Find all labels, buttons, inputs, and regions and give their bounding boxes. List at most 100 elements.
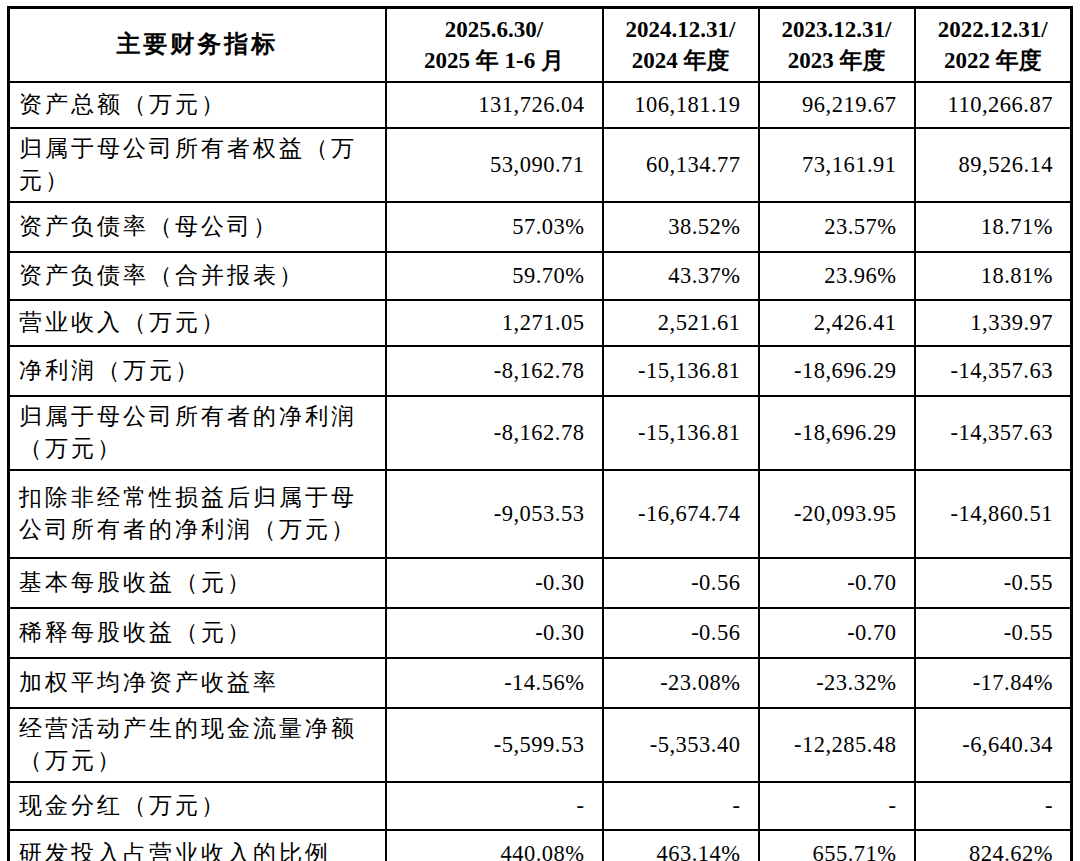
cell-value: -0.30 xyxy=(386,558,603,608)
cell-value: -18,696.29 xyxy=(759,346,915,396)
cell-value: - xyxy=(915,782,1072,830)
period-date: 2023.12.31/ xyxy=(762,14,912,45)
cell-value: 23.57% xyxy=(759,202,915,252)
cell-value: -8,162.78 xyxy=(386,346,603,396)
table-row-operating-cash-flow: 经营活动产生的现金流量净额（万元） -5,599.53 -5,353.40 -1… xyxy=(9,708,1072,782)
cell-value: -12,285.48 xyxy=(759,708,915,782)
cell-value: -5,353.40 xyxy=(603,708,759,782)
period-header-cell-2022: 2022.12.31/ 2022 年度 xyxy=(915,8,1072,82)
row-label: 加权平均净资产收益率 xyxy=(9,658,386,708)
cell-value: 131,726.04 xyxy=(386,82,603,128)
period-name: 2025 年 1-6 月 xyxy=(389,45,600,76)
cell-value: -0.30 xyxy=(386,608,603,658)
cell-value: 824.62% xyxy=(915,830,1072,861)
cell-value: -0.56 xyxy=(603,608,759,658)
cell-value: 2,426.41 xyxy=(759,300,915,346)
cell-value: 18.71% xyxy=(915,202,1072,252)
financial-indicators-table: 主要财务指标 2025.6.30/ 2025 年 1-6 月 2024.12.3… xyxy=(7,6,1073,861)
cell-value: 440.08% xyxy=(386,830,603,861)
cell-value: - xyxy=(759,782,915,830)
cell-value: 57.03% xyxy=(386,202,603,252)
period-header-cell-2023: 2023.12.31/ 2023 年度 xyxy=(759,8,915,82)
cell-value: -6,640.34 xyxy=(915,708,1072,782)
cell-value: 59.70% xyxy=(386,252,603,300)
row-label: 归属于母公司所有者的净利润（万元） xyxy=(9,396,386,470)
header-row: 主要财务指标 2025.6.30/ 2025 年 1-6 月 2024.12.3… xyxy=(9,8,1072,82)
table-row-total-assets: 资产总额（万元） 131,726.04 106,181.19 96,219.67… xyxy=(9,82,1072,128)
cell-value: 110,266.87 xyxy=(915,82,1072,128)
cell-value: - xyxy=(603,782,759,830)
row-label: 资产负债率（母公司） xyxy=(9,202,386,252)
period-header-cell-2024: 2024.12.31/ 2024 年度 xyxy=(603,8,759,82)
cell-value: 53,090.71 xyxy=(386,128,603,202)
table-row-debt-ratio-consolidated: 资产负债率（合并报表） 59.70% 43.37% 23.96% 18.81% xyxy=(9,252,1072,300)
row-label: 经营活动产生的现金流量净额（万元） xyxy=(9,708,386,782)
cell-value: -0.55 xyxy=(915,608,1072,658)
table-row-diluted-eps: 稀释每股收益（元） -0.30 -0.56 -0.70 -0.55 xyxy=(9,608,1072,658)
period-name: 2024 年度 xyxy=(606,45,756,76)
cell-value: -15,136.81 xyxy=(603,346,759,396)
table-row-revenue: 营业收入（万元） 1,271.05 2,521.61 2,426.41 1,33… xyxy=(9,300,1072,346)
period-header-cell-2025: 2025.6.30/ 2025 年 1-6 月 xyxy=(386,8,603,82)
period-date: 2022.12.31/ xyxy=(918,14,1069,45)
cell-value: -17.84% xyxy=(915,658,1072,708)
financial-report-page: 主要财务指标 2025.6.30/ 2025 年 1-6 月 2024.12.3… xyxy=(0,0,1080,861)
cell-value: -8,162.78 xyxy=(386,396,603,470)
row-label: 基本每股收益（元） xyxy=(9,558,386,608)
cell-value: -23.08% xyxy=(603,658,759,708)
cell-value: -16,674.74 xyxy=(603,470,759,558)
cell-value: -14,860.51 xyxy=(915,470,1072,558)
cell-value: -20,093.95 xyxy=(759,470,915,558)
cell-value: - xyxy=(386,782,603,830)
cell-value: 23.96% xyxy=(759,252,915,300)
row-label: 资产负债率（合并报表） xyxy=(9,252,386,300)
table-row-net-profit-parent: 归属于母公司所有者的净利润（万元） -8,162.78 -15,136.81 -… xyxy=(9,396,1072,470)
cell-value: 38.52% xyxy=(603,202,759,252)
cell-value: 463.14% xyxy=(603,830,759,861)
cell-value: -0.56 xyxy=(603,558,759,608)
table-row-cash-dividend: 现金分红（万元） - - - - xyxy=(9,782,1072,830)
cell-value: -5,599.53 xyxy=(386,708,603,782)
cell-value: 96,219.67 xyxy=(759,82,915,128)
row-label: 研发投入占营业收入的比例 xyxy=(9,830,386,861)
cell-value: -18,696.29 xyxy=(759,396,915,470)
cell-value: -14,357.63 xyxy=(915,396,1072,470)
row-label: 扣除非经常性损益后归属于母公司所有者的净利润（万元） xyxy=(9,470,386,558)
cell-value: -23.32% xyxy=(759,658,915,708)
cell-value: 43.37% xyxy=(603,252,759,300)
period-name: 2023 年度 xyxy=(762,45,912,76)
cell-value: -0.70 xyxy=(759,558,915,608)
period-name: 2022 年度 xyxy=(918,45,1069,76)
table-row-net-profit: 净利润（万元） -8,162.78 -15,136.81 -18,696.29 … xyxy=(9,346,1072,396)
cell-value: 1,271.05 xyxy=(386,300,603,346)
indicator-header-cell: 主要财务指标 xyxy=(9,8,386,82)
cell-value: -15,136.81 xyxy=(603,396,759,470)
table-row-parent-equity: 归属于母公司所有者权益（万元） 53,090.71 60,134.77 73,1… xyxy=(9,128,1072,202)
cell-value: 655.71% xyxy=(759,830,915,861)
row-label: 资产总额（万元） xyxy=(9,82,386,128)
cell-value: -14,357.63 xyxy=(915,346,1072,396)
table-row-net-profit-excl-nonrecurring: 扣除非经常性损益后归属于母公司所有者的净利润（万元） -9,053.53 -16… xyxy=(9,470,1072,558)
table-row-rd-to-revenue-ratio: 研发投入占营业收入的比例 440.08% 463.14% 655.71% 824… xyxy=(9,830,1072,861)
row-label: 现金分红（万元） xyxy=(9,782,386,830)
row-label: 稀释每股收益（元） xyxy=(9,608,386,658)
period-date: 2025.6.30/ xyxy=(389,14,600,45)
table-row-weighted-roe: 加权平均净资产收益率 -14.56% -23.08% -23.32% -17.8… xyxy=(9,658,1072,708)
cell-value: 73,161.91 xyxy=(759,128,915,202)
row-label: 营业收入（万元） xyxy=(9,300,386,346)
cell-value: -0.70 xyxy=(759,608,915,658)
cell-value: -9,053.53 xyxy=(386,470,603,558)
cell-value: 2,521.61 xyxy=(603,300,759,346)
cell-value: 106,181.19 xyxy=(603,82,759,128)
cell-value: -14.56% xyxy=(386,658,603,708)
cell-value: 1,339.97 xyxy=(915,300,1072,346)
table-row-basic-eps: 基本每股收益（元） -0.30 -0.56 -0.70 -0.55 xyxy=(9,558,1072,608)
cell-value: 60,134.77 xyxy=(603,128,759,202)
cell-value: -0.55 xyxy=(915,558,1072,608)
row-label: 净利润（万元） xyxy=(9,346,386,396)
row-label: 归属于母公司所有者权益（万元） xyxy=(9,128,386,202)
cell-value: 18.81% xyxy=(915,252,1072,300)
cell-value: 89,526.14 xyxy=(915,128,1072,202)
table-row-debt-ratio-parent: 资产负债率（母公司） 57.03% 38.52% 23.57% 18.71% xyxy=(9,202,1072,252)
period-date: 2024.12.31/ xyxy=(606,14,756,45)
